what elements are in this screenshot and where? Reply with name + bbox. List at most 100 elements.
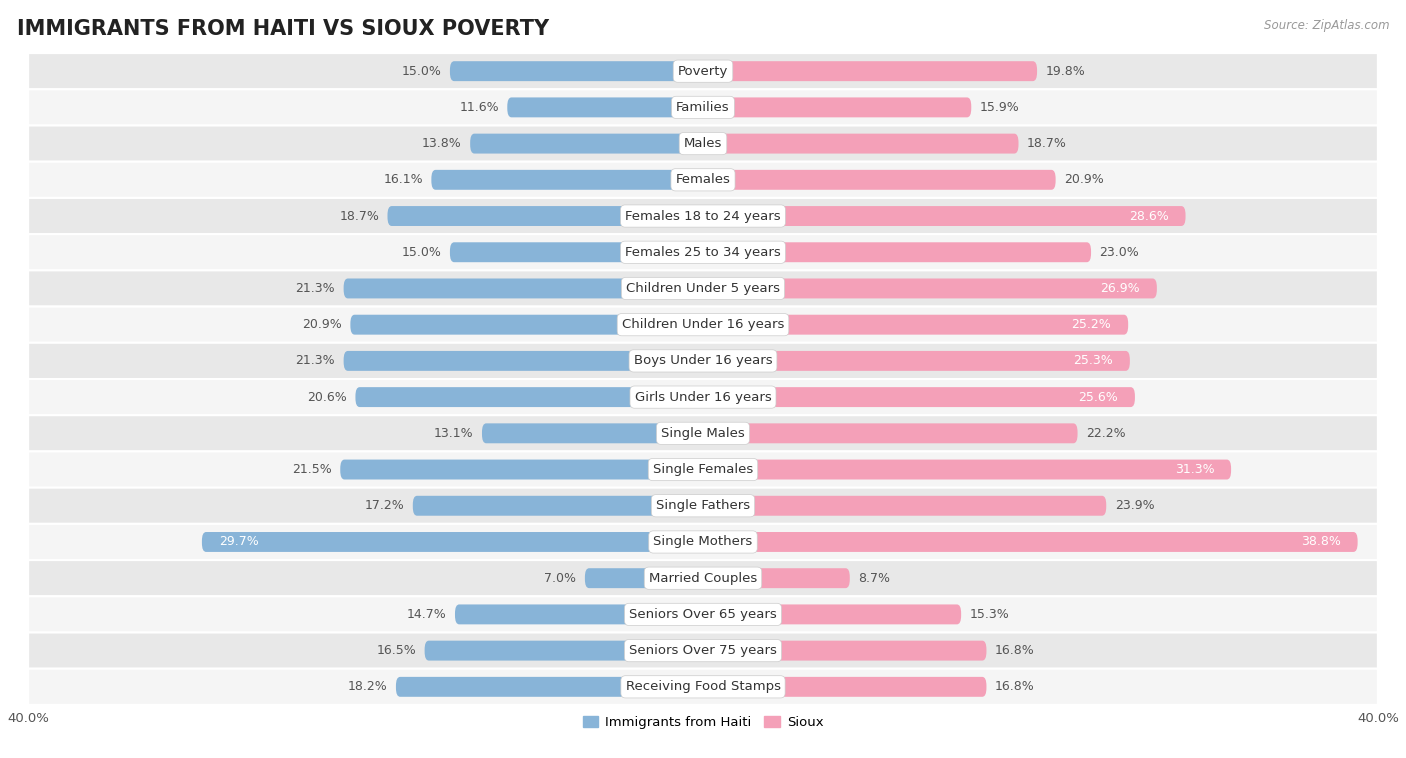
Text: 20.9%: 20.9% (302, 318, 342, 331)
FancyBboxPatch shape (425, 641, 703, 660)
Text: 11.6%: 11.6% (460, 101, 499, 114)
FancyBboxPatch shape (28, 343, 1378, 379)
Text: 22.2%: 22.2% (1085, 427, 1126, 440)
Text: 20.9%: 20.9% (1064, 174, 1104, 186)
Text: 25.6%: 25.6% (1078, 390, 1118, 403)
Text: 21.3%: 21.3% (295, 355, 335, 368)
Text: 25.2%: 25.2% (1071, 318, 1111, 331)
Text: 29.7%: 29.7% (219, 535, 259, 549)
FancyBboxPatch shape (703, 351, 1130, 371)
Text: Single Mothers: Single Mothers (654, 535, 752, 549)
Text: 23.9%: 23.9% (1115, 500, 1154, 512)
FancyBboxPatch shape (28, 271, 1378, 306)
Text: 15.3%: 15.3% (970, 608, 1010, 621)
FancyBboxPatch shape (28, 632, 1378, 669)
Text: 7.0%: 7.0% (544, 572, 576, 584)
FancyBboxPatch shape (703, 568, 849, 588)
FancyBboxPatch shape (340, 459, 703, 480)
Text: Single Fathers: Single Fathers (657, 500, 749, 512)
Text: Children Under 5 years: Children Under 5 years (626, 282, 780, 295)
Text: Seniors Over 65 years: Seniors Over 65 years (628, 608, 778, 621)
FancyBboxPatch shape (28, 53, 1378, 89)
FancyBboxPatch shape (432, 170, 703, 190)
FancyBboxPatch shape (343, 351, 703, 371)
FancyBboxPatch shape (396, 677, 703, 697)
FancyBboxPatch shape (703, 315, 1128, 334)
FancyBboxPatch shape (703, 133, 1018, 154)
Text: 8.7%: 8.7% (858, 572, 890, 584)
Text: 16.1%: 16.1% (384, 174, 423, 186)
Text: 17.2%: 17.2% (364, 500, 405, 512)
Text: Married Couples: Married Couples (650, 572, 756, 584)
FancyBboxPatch shape (703, 496, 1107, 515)
FancyBboxPatch shape (356, 387, 703, 407)
Text: 38.8%: 38.8% (1301, 535, 1341, 549)
Text: 16.8%: 16.8% (995, 644, 1035, 657)
FancyBboxPatch shape (28, 198, 1378, 234)
FancyBboxPatch shape (703, 98, 972, 117)
Text: Single Males: Single Males (661, 427, 745, 440)
FancyBboxPatch shape (508, 98, 703, 117)
FancyBboxPatch shape (703, 170, 1056, 190)
Text: 19.8%: 19.8% (1046, 64, 1085, 77)
FancyBboxPatch shape (388, 206, 703, 226)
FancyBboxPatch shape (28, 161, 1378, 198)
FancyBboxPatch shape (703, 604, 962, 625)
Text: 31.3%: 31.3% (1174, 463, 1215, 476)
FancyBboxPatch shape (703, 206, 1185, 226)
FancyBboxPatch shape (450, 243, 703, 262)
FancyBboxPatch shape (703, 532, 1358, 552)
FancyBboxPatch shape (28, 487, 1378, 524)
Text: Females 25 to 34 years: Females 25 to 34 years (626, 246, 780, 258)
Text: 21.3%: 21.3% (295, 282, 335, 295)
FancyBboxPatch shape (703, 459, 1232, 480)
FancyBboxPatch shape (28, 524, 1378, 560)
Text: IMMIGRANTS FROM HAITI VS SIOUX POVERTY: IMMIGRANTS FROM HAITI VS SIOUX POVERTY (17, 19, 548, 39)
Text: 25.3%: 25.3% (1073, 355, 1114, 368)
Text: 26.9%: 26.9% (1101, 282, 1140, 295)
FancyBboxPatch shape (28, 234, 1378, 271)
Text: Source: ZipAtlas.com: Source: ZipAtlas.com (1264, 19, 1389, 32)
FancyBboxPatch shape (470, 133, 703, 154)
Text: Females 18 to 24 years: Females 18 to 24 years (626, 209, 780, 223)
FancyBboxPatch shape (28, 669, 1378, 705)
FancyBboxPatch shape (703, 278, 1157, 299)
Text: 13.1%: 13.1% (434, 427, 474, 440)
Text: Girls Under 16 years: Girls Under 16 years (634, 390, 772, 403)
Text: 15.0%: 15.0% (402, 246, 441, 258)
FancyBboxPatch shape (343, 278, 703, 299)
FancyBboxPatch shape (28, 415, 1378, 452)
Legend: Immigrants from Haiti, Sioux: Immigrants from Haiti, Sioux (578, 710, 828, 735)
Text: Families: Families (676, 101, 730, 114)
FancyBboxPatch shape (28, 452, 1378, 487)
Text: 18.7%: 18.7% (339, 209, 380, 223)
Text: Seniors Over 75 years: Seniors Over 75 years (628, 644, 778, 657)
FancyBboxPatch shape (703, 387, 1135, 407)
Text: Males: Males (683, 137, 723, 150)
FancyBboxPatch shape (28, 597, 1378, 632)
Text: 21.5%: 21.5% (292, 463, 332, 476)
Text: 18.7%: 18.7% (1026, 137, 1067, 150)
FancyBboxPatch shape (585, 568, 703, 588)
FancyBboxPatch shape (450, 61, 703, 81)
Text: 15.9%: 15.9% (980, 101, 1019, 114)
FancyBboxPatch shape (703, 424, 1077, 443)
Text: 14.7%: 14.7% (406, 608, 447, 621)
Text: 16.8%: 16.8% (995, 681, 1035, 694)
Text: Single Females: Single Females (652, 463, 754, 476)
Text: 23.0%: 23.0% (1099, 246, 1139, 258)
FancyBboxPatch shape (28, 89, 1378, 126)
Text: 13.8%: 13.8% (422, 137, 461, 150)
Text: 15.0%: 15.0% (402, 64, 441, 77)
FancyBboxPatch shape (482, 424, 703, 443)
FancyBboxPatch shape (456, 604, 703, 625)
FancyBboxPatch shape (28, 560, 1378, 597)
FancyBboxPatch shape (28, 306, 1378, 343)
Text: 18.2%: 18.2% (347, 681, 388, 694)
FancyBboxPatch shape (703, 61, 1038, 81)
FancyBboxPatch shape (703, 641, 987, 660)
Text: Poverty: Poverty (678, 64, 728, 77)
Text: 20.6%: 20.6% (308, 390, 347, 403)
Text: 28.6%: 28.6% (1129, 209, 1168, 223)
FancyBboxPatch shape (202, 532, 703, 552)
